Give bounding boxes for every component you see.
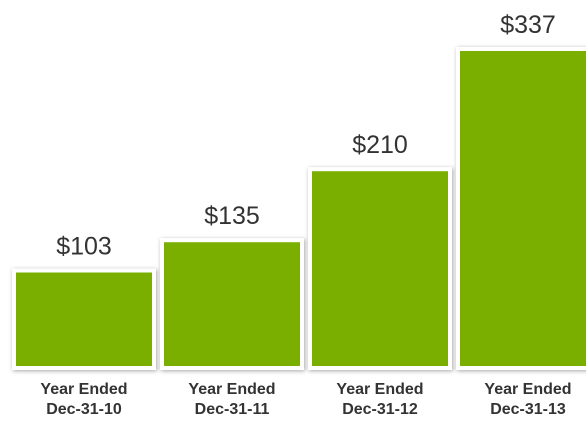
x-tick-label-line: Dec-31-10 [46,401,122,418]
x-tick-label: Year Ended Dec-31-10 [40,381,127,418]
x-tick-label-line: Dec-31-11 [195,401,270,418]
x-tick-label-line: Dec-31-13 [490,401,566,418]
bar [308,167,452,370]
x-tick-label: Year Ended Dec-31-12 [336,381,423,418]
x-tick-label-line: Year Ended [336,381,423,398]
x-tick-label-line: Year Ended [484,381,571,398]
value-label: $135 [204,202,260,230]
value-label: $103 [56,233,112,261]
bar [456,47,586,370]
x-tick-label: Year Ended Dec-31-13 [484,381,571,418]
bar [160,238,304,370]
value-label: $210 [352,131,408,159]
bar [12,268,156,371]
x-tick-label-line: Dec-31-12 [342,401,418,418]
x-tick-label: Year Ended Dec-31-11 [188,381,275,418]
x-tick-label-line: Year Ended [40,381,127,398]
value-label: $337 [500,11,556,39]
x-tick-label-line: Year Ended [188,381,275,398]
